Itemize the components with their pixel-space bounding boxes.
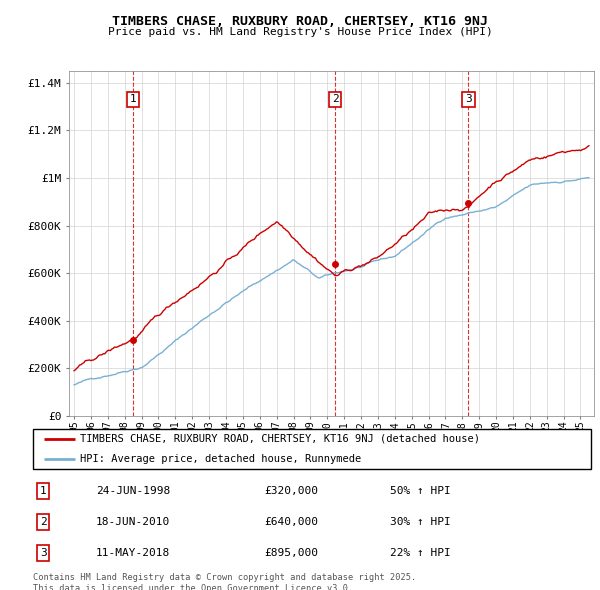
Text: Contains HM Land Registry data © Crown copyright and database right 2025.
This d: Contains HM Land Registry data © Crown c…	[33, 573, 416, 590]
Text: 11-MAY-2018: 11-MAY-2018	[96, 548, 170, 558]
Text: £320,000: £320,000	[264, 486, 318, 496]
Text: 3: 3	[40, 548, 47, 558]
Text: £640,000: £640,000	[264, 517, 318, 527]
Text: 30% ↑ HPI: 30% ↑ HPI	[390, 517, 451, 527]
Text: 2: 2	[332, 94, 338, 104]
Text: 3: 3	[465, 94, 472, 104]
Text: 24-JUN-1998: 24-JUN-1998	[96, 486, 170, 496]
Text: TIMBERS CHASE, RUXBURY ROAD, CHERTSEY, KT16 9NJ: TIMBERS CHASE, RUXBURY ROAD, CHERTSEY, K…	[112, 15, 488, 28]
Text: 50% ↑ HPI: 50% ↑ HPI	[390, 486, 451, 496]
Text: 2: 2	[40, 517, 47, 527]
Text: £895,000: £895,000	[264, 548, 318, 558]
FancyBboxPatch shape	[33, 429, 591, 469]
Text: HPI: Average price, detached house, Runnymede: HPI: Average price, detached house, Runn…	[80, 454, 362, 464]
Text: 1: 1	[130, 94, 136, 104]
Text: TIMBERS CHASE, RUXBURY ROAD, CHERTSEY, KT16 9NJ (detached house): TIMBERS CHASE, RUXBURY ROAD, CHERTSEY, K…	[80, 434, 481, 444]
Text: 18-JUN-2010: 18-JUN-2010	[96, 517, 170, 527]
Text: 1: 1	[40, 486, 47, 496]
Text: Price paid vs. HM Land Registry's House Price Index (HPI): Price paid vs. HM Land Registry's House …	[107, 27, 493, 37]
Text: 22% ↑ HPI: 22% ↑ HPI	[390, 548, 451, 558]
